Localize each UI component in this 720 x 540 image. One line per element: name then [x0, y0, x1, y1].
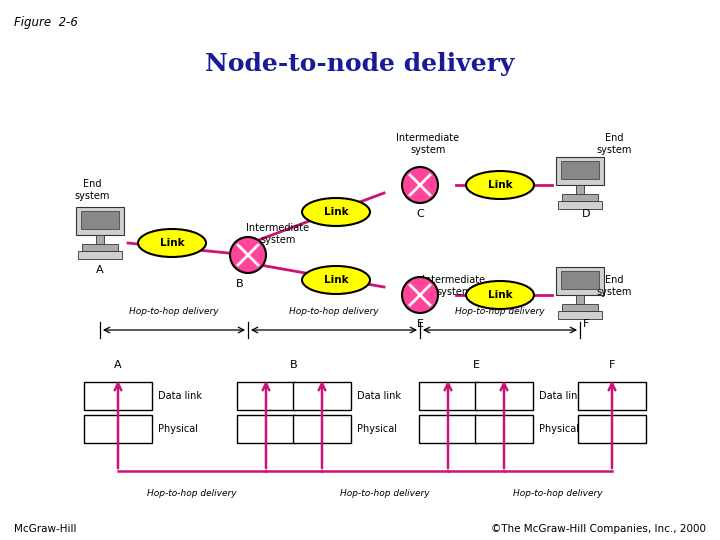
Bar: [558, 311, 602, 319]
Text: End
system: End system: [596, 275, 631, 296]
Text: Hop-to-hop delivery: Hop-to-hop delivery: [129, 307, 219, 316]
Text: ©The McGraw-Hill Companies, Inc., 2000: ©The McGraw-Hill Companies, Inc., 2000: [491, 524, 706, 534]
Bar: [76, 207, 124, 235]
Bar: [561, 161, 599, 179]
Bar: [293, 415, 351, 443]
Ellipse shape: [230, 237, 266, 273]
Text: Link: Link: [487, 290, 513, 300]
Text: F: F: [609, 360, 615, 370]
Bar: [419, 382, 477, 410]
Bar: [96, 235, 104, 245]
Bar: [562, 194, 598, 201]
Text: Hop-to-hop delivery: Hop-to-hop delivery: [340, 489, 430, 498]
Bar: [558, 201, 602, 209]
Ellipse shape: [402, 167, 438, 203]
Text: Link: Link: [324, 275, 348, 285]
Text: Data link: Data link: [158, 391, 202, 401]
Text: McGraw-Hill: McGraw-Hill: [14, 524, 76, 534]
Text: Hop-to-hop delivery: Hop-to-hop delivery: [147, 489, 237, 498]
Bar: [576, 185, 584, 195]
Bar: [556, 157, 604, 185]
Text: Figure  2-6: Figure 2-6: [14, 16, 78, 29]
Bar: [576, 295, 584, 305]
Ellipse shape: [466, 171, 534, 199]
Text: Data link: Data link: [539, 391, 583, 401]
Bar: [556, 267, 604, 295]
Text: Link: Link: [487, 180, 513, 190]
Text: Link: Link: [160, 238, 184, 248]
Text: End
system: End system: [74, 179, 109, 200]
Bar: [84, 382, 152, 410]
Text: A: A: [114, 360, 122, 370]
Bar: [475, 382, 533, 410]
Text: E: E: [472, 360, 480, 370]
Text: Physical: Physical: [357, 424, 397, 434]
Ellipse shape: [466, 281, 534, 309]
Text: Hop-to-hop delivery: Hop-to-hop delivery: [455, 307, 545, 316]
Bar: [78, 251, 122, 259]
Ellipse shape: [402, 277, 438, 313]
Ellipse shape: [302, 198, 370, 226]
Text: Hop-to-hop delivery: Hop-to-hop delivery: [289, 307, 379, 316]
Text: Physical: Physical: [158, 424, 198, 434]
Bar: [475, 415, 533, 443]
Text: E: E: [416, 319, 423, 329]
Text: Intermediate
system: Intermediate system: [246, 223, 310, 245]
Bar: [237, 415, 295, 443]
Bar: [293, 382, 351, 410]
Text: Data link: Data link: [357, 391, 401, 401]
Bar: [578, 415, 646, 443]
Text: Link: Link: [324, 207, 348, 217]
Bar: [561, 271, 599, 289]
Text: End
system: End system: [596, 133, 631, 154]
Text: Hop-to-hop delivery: Hop-to-hop delivery: [513, 489, 603, 498]
Bar: [82, 244, 118, 251]
Bar: [419, 415, 477, 443]
Text: F: F: [582, 319, 589, 329]
Text: Intermediate
system: Intermediate system: [397, 133, 459, 154]
Text: D: D: [582, 209, 590, 219]
Text: Physical: Physical: [539, 424, 579, 434]
Text: Node-to-node delivery: Node-to-node delivery: [205, 52, 515, 76]
Text: A: A: [96, 265, 104, 275]
Text: C: C: [416, 209, 424, 219]
Ellipse shape: [302, 266, 370, 294]
Bar: [81, 211, 119, 229]
Bar: [84, 415, 152, 443]
Bar: [562, 304, 598, 311]
Text: Intermediate
system: Intermediate system: [423, 275, 485, 296]
Bar: [578, 382, 646, 410]
Bar: [237, 382, 295, 410]
Text: B: B: [290, 360, 298, 370]
Text: B: B: [236, 279, 244, 289]
Ellipse shape: [138, 229, 206, 257]
